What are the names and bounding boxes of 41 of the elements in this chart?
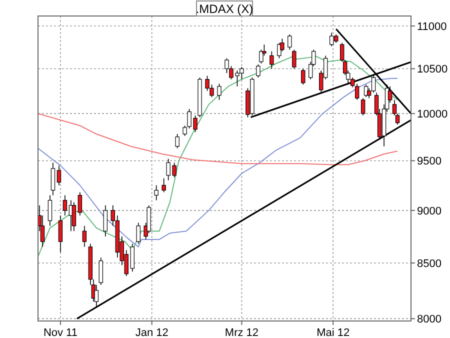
candlestick: [330, 32, 334, 47]
candlestick: [292, 49, 296, 70]
y-tick-label: 8000: [417, 314, 442, 326]
y-tick-label: 8500: [417, 258, 442, 270]
line-series: [38, 78, 398, 248]
candlestick: [354, 83, 360, 100]
candlestick: [217, 83, 222, 100]
candlestick: [301, 68, 306, 86]
candlestick: [256, 64, 260, 78]
candlestick: [103, 204, 108, 237]
candlestick: [58, 215, 63, 253]
candlestick: [82, 225, 87, 248]
x-tick-label: Mrz 12: [224, 327, 259, 338]
y-tick-label: 9000: [417, 205, 442, 218]
candlestick: [72, 202, 76, 232]
candlestick: [78, 192, 82, 216]
candlestick: [62, 194, 68, 216]
candlestick: [270, 50, 274, 70]
y-tick-label: 9500: [417, 156, 442, 168]
candlestick: [182, 125, 187, 136]
candlestick: [350, 77, 355, 88]
candlestick: [48, 194, 52, 226]
candlestick: [288, 34, 292, 50]
line-series: [38, 113, 398, 166]
candlestick: [136, 222, 140, 244]
candlestick: [277, 42, 282, 59]
x-tick-label: Jan 12: [135, 327, 168, 338]
candlestick: [175, 134, 180, 149]
candlestick: [98, 257, 104, 286]
candlestick: [371, 75, 376, 94]
x-tick-label: Nov 11: [43, 327, 78, 338]
y-tick-label: 10000: [417, 108, 448, 121]
x-tick-label: Mai 12: [316, 327, 350, 338]
y-tick-label: 10500: [417, 64, 448, 76]
candlestick: [162, 178, 166, 193]
candlestick: [50, 162, 56, 196]
candlestick: [56, 165, 62, 186]
candlestick: [154, 184, 158, 201]
chart-title: .MDAX (X): [196, 2, 254, 16]
candlestick: [360, 98, 366, 116]
y-tick-label: 11000: [417, 20, 447, 33]
